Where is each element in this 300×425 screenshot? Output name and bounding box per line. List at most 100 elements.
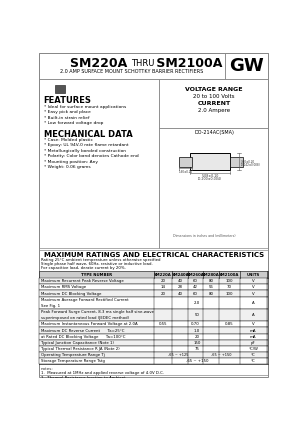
Bar: [39, 334, 268, 340]
Text: SM2100A: SM2100A: [152, 57, 223, 70]
Text: * Metallurgically bonded construction: * Metallurgically bonded construction: [44, 149, 126, 153]
Text: 5.08±0.10: 5.08±0.10: [202, 174, 219, 178]
Bar: [39, 53, 225, 79]
Text: 60: 60: [193, 292, 198, 295]
Text: -65 ~ +150: -65 ~ +150: [211, 353, 232, 357]
Bar: [179, 157, 192, 167]
Text: See Fig. 1: See Fig. 1: [40, 303, 60, 308]
Bar: [39, 297, 268, 309]
Bar: [39, 309, 268, 321]
Text: Maximum RMS Voltage: Maximum RMS Voltage: [40, 286, 86, 289]
Text: 1.0: 1.0: [194, 329, 200, 332]
Text: SM260A: SM260A: [187, 273, 205, 277]
Text: 3.60±0.20: 3.60±0.20: [241, 160, 255, 164]
Text: * Case: Molded plastic: * Case: Molded plastic: [44, 138, 93, 142]
Bar: [230, 157, 243, 167]
Text: 20: 20: [194, 334, 199, 339]
Text: 70: 70: [227, 286, 232, 289]
Text: SM220A: SM220A: [70, 57, 131, 70]
Bar: [39, 249, 268, 375]
Bar: [39, 271, 268, 278]
Text: V: V: [252, 279, 255, 283]
Text: Single phase half wave, 60Hz, resistive or inductive load.: Single phase half wave, 60Hz, resistive …: [41, 262, 153, 266]
Bar: [39, 79, 159, 248]
Text: Maximum DC Reverse Current      Ta=25°C: Maximum DC Reverse Current Ta=25°C: [40, 329, 124, 332]
Text: For capacitive load, derate current by 20%.: For capacitive load, derate current by 2…: [41, 266, 126, 270]
Text: Operating Temperature Range Tj: Operating Temperature Range Tj: [40, 353, 104, 357]
Text: UNITS: UNITS: [247, 273, 260, 277]
Text: MAXIMUM RATINGS AND ELECTRICAL CHARACTERISTICS: MAXIMUM RATINGS AND ELECTRICAL CHARACTER…: [44, 252, 264, 258]
Text: 40: 40: [178, 292, 183, 295]
Text: -65 ~ +150: -65 ~ +150: [185, 359, 208, 363]
Text: 100: 100: [226, 279, 233, 283]
Text: 40: 40: [178, 279, 183, 283]
Text: 2.0 Ampere: 2.0 Ampere: [198, 108, 230, 113]
Text: Maximum Instantaneous Forward Voltage at 2.0A: Maximum Instantaneous Forward Voltage at…: [40, 322, 137, 326]
Text: (0.200±0.004): (0.200±0.004): [198, 177, 223, 181]
Text: V: V: [252, 286, 255, 289]
Text: 0.55: 0.55: [159, 322, 167, 326]
Text: 1.  Measured at 1MHz and applied reverse voltage of 4.0V D.C.: 1. Measured at 1MHz and applied reverse …: [40, 371, 164, 375]
Text: at Rated DC Blocking Voltage      Ta=100°C: at Rated DC Blocking Voltage Ta=100°C: [40, 334, 125, 339]
Text: 75: 75: [194, 347, 199, 351]
Text: 50: 50: [194, 313, 199, 317]
Text: Typical Thermal Resistance R JA (Note 2): Typical Thermal Resistance R JA (Note 2): [40, 347, 119, 351]
Text: * Built-in strain relief: * Built-in strain relief: [44, 116, 89, 120]
Text: THRU: THRU: [131, 59, 155, 68]
Text: * Ideal for surface mount applications: * Ideal for surface mount applications: [44, 105, 126, 109]
Text: 14: 14: [160, 286, 166, 289]
Text: °C/W: °C/W: [248, 347, 258, 351]
Bar: [39, 340, 268, 346]
Text: (0.142±0.008): (0.142±0.008): [241, 163, 260, 167]
Bar: [39, 290, 268, 297]
Text: CURRENT: CURRENT: [198, 101, 231, 106]
Text: GW: GW: [230, 57, 264, 75]
Text: Dimensions in inches and (millimeters): Dimensions in inches and (millimeters): [173, 234, 236, 238]
Text: TYPE NUMBER: TYPE NUMBER: [81, 273, 112, 277]
Bar: [39, 278, 268, 284]
Text: 150: 150: [193, 341, 200, 345]
Text: 28: 28: [178, 286, 183, 289]
Text: * Easy pick and place: * Easy pick and place: [44, 110, 91, 114]
Text: 2.0: 2.0: [194, 301, 200, 305]
Text: Rating 25°C ambient temperature unless otherwise specified: Rating 25°C ambient temperature unless o…: [41, 258, 161, 262]
Text: FEATURES: FEATURES: [44, 96, 92, 105]
Text: 2.0 AMP SURFACE MOUNT SCHOTTKY BARRIER RECTIFIERS: 2.0 AMP SURFACE MOUNT SCHOTTKY BARRIER R…: [60, 68, 203, 74]
Text: 60: 60: [193, 279, 198, 283]
Text: SM220A: SM220A: [154, 273, 172, 277]
Text: 20 to 100 Volts: 20 to 100 Volts: [194, 94, 235, 99]
Text: Maximum Average Forward Rectified Current: Maximum Average Forward Rectified Curren…: [40, 298, 128, 302]
Text: mA: mA: [250, 334, 256, 339]
Bar: [159, 128, 268, 248]
Bar: [190, 153, 230, 170]
Text: -65 ~ +125: -65 ~ +125: [168, 353, 189, 357]
Text: SM280A: SM280A: [202, 273, 220, 277]
Text: Storage Temperature Range Tstg: Storage Temperature Range Tstg: [40, 359, 104, 363]
Text: Peak Forward Surge Current, 8.3 ms single half sine-wave: Peak Forward Surge Current, 8.3 ms singl…: [40, 311, 154, 314]
Text: * Epoxy: UL 94V-0 rate flame retardant: * Epoxy: UL 94V-0 rate flame retardant: [44, 143, 128, 147]
Text: Maximum Recurrent Peak Reverse Voltage: Maximum Recurrent Peak Reverse Voltage: [40, 279, 123, 283]
Text: SM2100A: SM2100A: [219, 273, 239, 277]
Text: 20: 20: [160, 292, 166, 295]
Text: notes:: notes:: [40, 367, 53, 371]
Bar: [55, 85, 65, 93]
Text: 100: 100: [226, 292, 233, 295]
Text: A: A: [252, 313, 255, 317]
Bar: [39, 327, 268, 334]
Text: Typical Junction Capacitance (Note 1): Typical Junction Capacitance (Note 1): [40, 341, 114, 345]
Text: VOLTAGE RANGE: VOLTAGE RANGE: [185, 87, 243, 92]
Text: V: V: [252, 322, 255, 326]
Text: 20: 20: [160, 279, 166, 283]
Text: * Polarity: Color band denotes Cathode end: * Polarity: Color band denotes Cathode e…: [44, 154, 138, 158]
Text: V: V: [252, 292, 255, 295]
Text: * Low forward voltage drop: * Low forward voltage drop: [44, 121, 103, 125]
Bar: [39, 352, 268, 358]
Text: 0.85: 0.85: [225, 322, 234, 326]
Text: 56: 56: [209, 286, 214, 289]
Text: * Mounting position: Any: * Mounting position: Any: [44, 159, 98, 164]
Text: pF: pF: [251, 341, 256, 345]
Text: °C: °C: [251, 359, 256, 363]
Bar: [159, 79, 268, 128]
Text: 0.70: 0.70: [191, 322, 200, 326]
Text: A: A: [252, 301, 255, 305]
